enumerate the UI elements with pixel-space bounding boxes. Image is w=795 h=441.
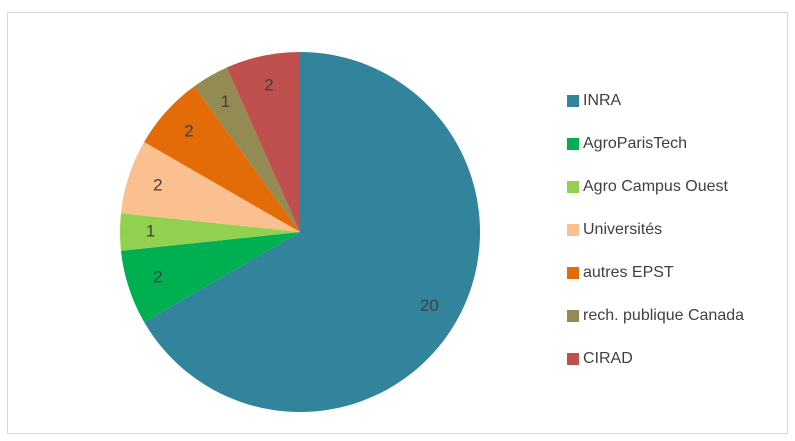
data-label: 1 (221, 92, 230, 111)
legend-label: autres EPST (583, 264, 674, 281)
legend-swatch (567, 95, 579, 107)
pie-slice (144, 52, 481, 412)
legend-label: INRA (583, 92, 622, 109)
legend-swatch (567, 138, 579, 150)
legend-swatch (567, 267, 579, 279)
legend-label: Agro Campus Ouest (583, 178, 729, 195)
legend-label: AgroParisTech (583, 135, 687, 152)
data-label: 2 (264, 75, 273, 94)
legend-label: Universités (583, 221, 662, 238)
data-label: 2 (153, 268, 162, 287)
pie-slice (120, 213, 301, 251)
legend-label: CIRAD (583, 350, 633, 367)
legend-swatch (567, 353, 579, 365)
data-label: 2 (153, 175, 162, 194)
pie-slice (226, 52, 300, 232)
legend-swatch (567, 310, 579, 322)
legend-swatch (567, 181, 579, 193)
legend-label: rech. publique Canada (583, 307, 744, 324)
data-label: 1 (146, 221, 155, 240)
legend-swatch (567, 224, 579, 236)
pie-slice (144, 86, 300, 232)
pie-slice (120, 142, 301, 232)
pie-slice (120, 232, 301, 322)
data-label: 20 (420, 296, 439, 315)
pie-slice (194, 67, 300, 232)
data-label: 2 (184, 122, 193, 141)
